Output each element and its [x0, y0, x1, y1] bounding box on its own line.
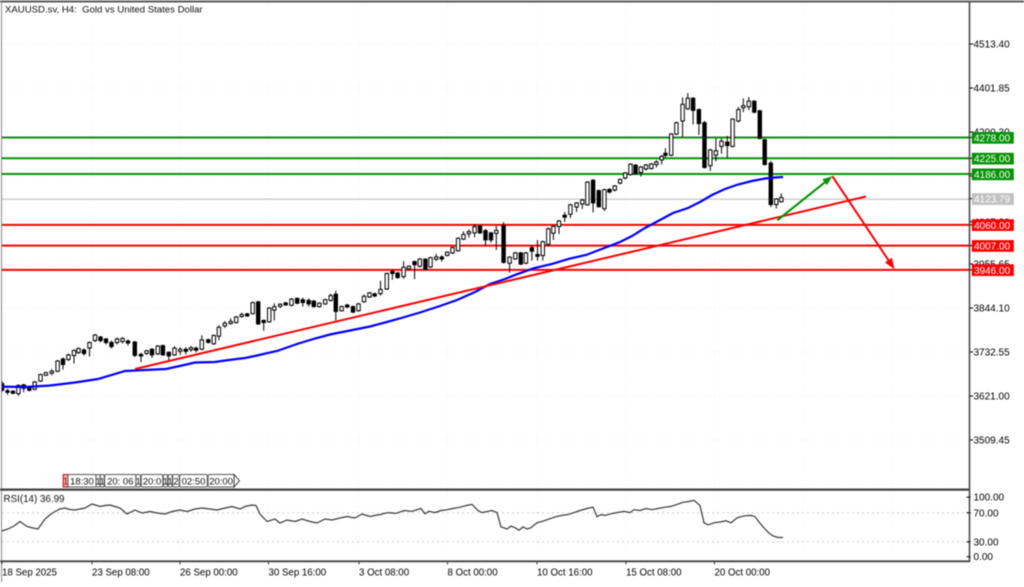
- svg-text:20 Oct 00:00: 20 Oct 00:00: [715, 568, 771, 579]
- svg-text:3844.10: 3844.10: [974, 304, 1011, 315]
- svg-text:4278.00: 4278.00: [974, 133, 1011, 144]
- svg-text:20:0: 20:0: [143, 476, 162, 487]
- svg-text:10 Oct 16:00: 10 Oct 16:00: [537, 568, 593, 579]
- svg-text:23 Sep 08:00: 23 Sep 08:00: [92, 568, 150, 579]
- svg-text:1: 1: [163, 476, 168, 487]
- svg-text:RSI(14) 36.99: RSI(14) 36.99: [4, 494, 65, 505]
- svg-text:4186.00: 4186.00: [974, 170, 1011, 181]
- svg-text:3 Oct 08:00: 3 Oct 08:00: [359, 568, 410, 579]
- svg-text:3946.00: 3946.00: [974, 266, 1011, 277]
- svg-text:0.00: 0.00: [974, 552, 994, 563]
- svg-text:18 Sep 2025: 18 Sep 2025: [2, 568, 57, 579]
- svg-text:2: 2: [173, 476, 178, 487]
- svg-text:02:50: 02:50: [182, 476, 206, 487]
- svg-text:26 Sep 00:00: 26 Sep 00:00: [180, 568, 238, 579]
- svg-text:8 Oct 00:00: 8 Oct 00:00: [448, 568, 499, 579]
- svg-text:3732.55: 3732.55: [974, 348, 1011, 359]
- svg-text:3509.45: 3509.45: [974, 436, 1011, 447]
- svg-text:1: 1: [63, 476, 69, 487]
- svg-text:1: 1: [136, 476, 141, 487]
- svg-text:1: 1: [168, 476, 173, 487]
- svg-text:4007.00: 4007.00: [974, 242, 1011, 253]
- svg-text:30.00: 30.00: [974, 537, 999, 548]
- svg-text:3621.00: 3621.00: [974, 392, 1011, 403]
- svg-text:XAUUSD.sv, H4: Gold vs United: XAUUSD.sv, H4: Gold vs United States Dol…: [5, 5, 203, 16]
- svg-text:18:30: 18:30: [70, 476, 94, 487]
- svg-text:20: 06: 20: 06: [107, 476, 133, 487]
- svg-text:15 Oct 08:00: 15 Oct 08:00: [626, 568, 682, 579]
- svg-text:20:00: 20:00: [209, 476, 233, 487]
- svg-text:30 Sep 16:00: 30 Sep 16:00: [269, 568, 327, 579]
- svg-text:4060.00: 4060.00: [974, 221, 1011, 232]
- svg-text:4225.00: 4225.00: [974, 154, 1011, 165]
- svg-text:4123.79: 4123.79: [974, 195, 1011, 206]
- svg-text:4513.40: 4513.40: [974, 40, 1011, 51]
- svg-text:70.00: 70.00: [974, 508, 999, 519]
- svg-text:1: 1: [100, 476, 105, 487]
- svg-text:1: 1: [95, 476, 100, 487]
- svg-text:4401.85: 4401.85: [974, 84, 1011, 95]
- svg-text:100.00: 100.00: [974, 493, 1005, 504]
